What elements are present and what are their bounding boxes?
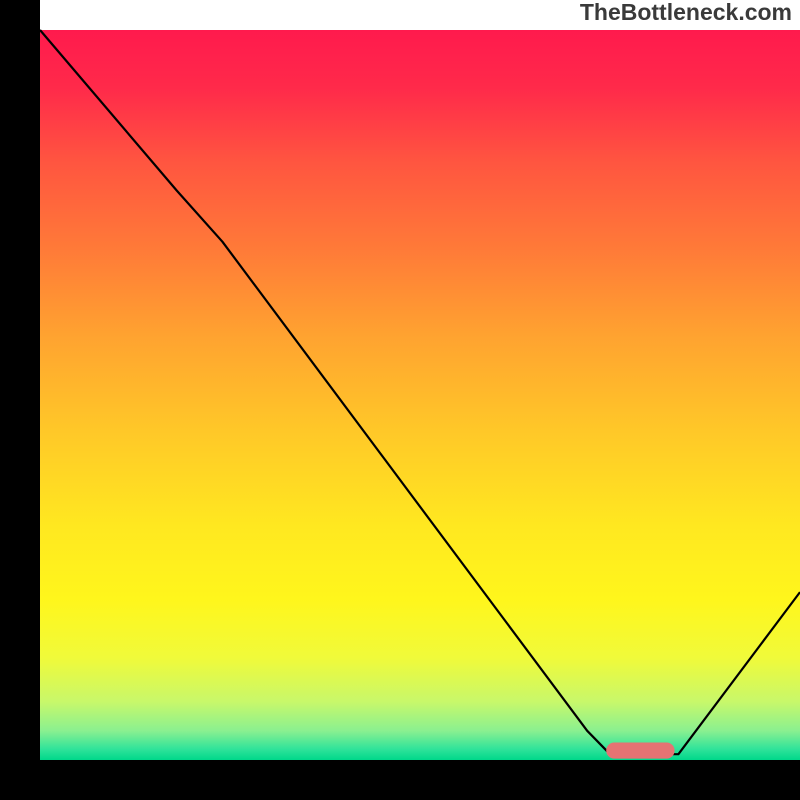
optimum-marker — [606, 743, 674, 759]
x-axis — [0, 760, 800, 800]
y-axis — [0, 0, 40, 800]
plot-background-gradient — [40, 30, 800, 760]
watermark: TheBottleneck.com — [580, 0, 792, 25]
bottleneck-chart: TheBottleneck.com — [0, 0, 800, 800]
